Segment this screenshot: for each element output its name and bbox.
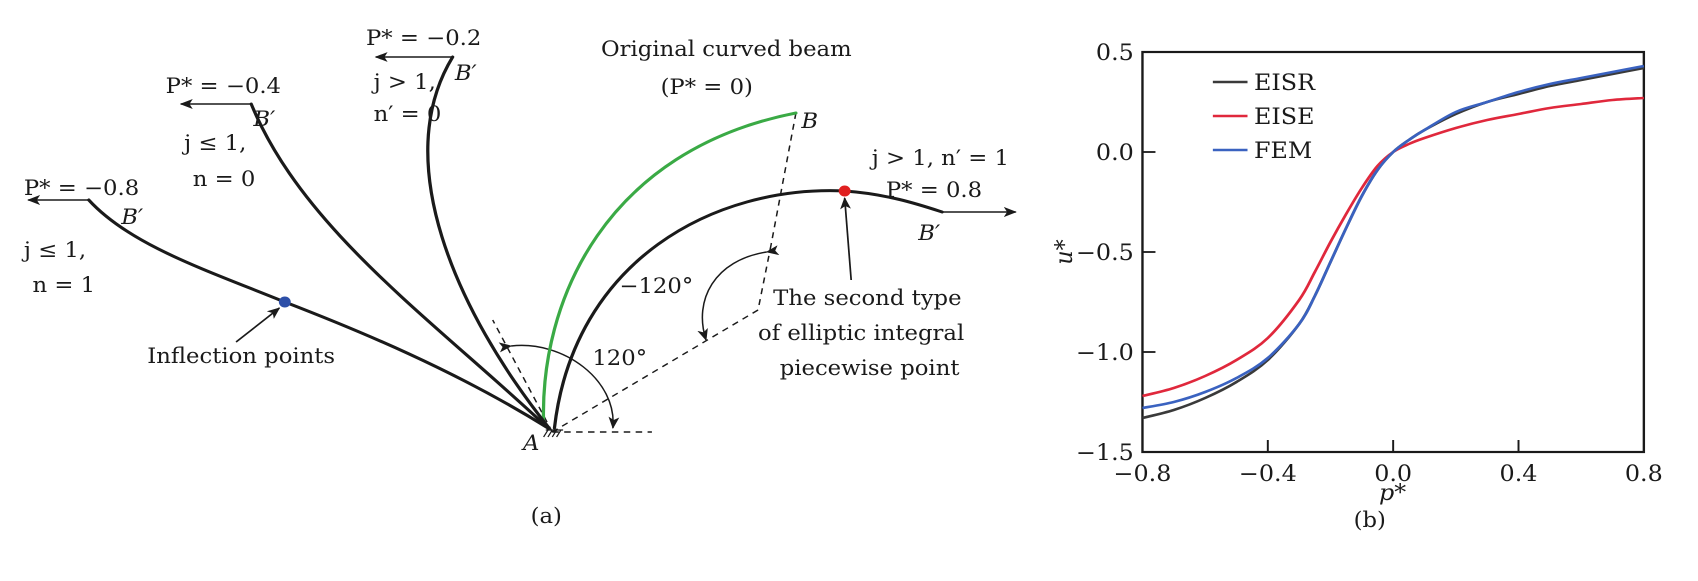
label-inflection: Inflection points bbox=[147, 345, 335, 369]
caption-b: (b) bbox=[1354, 509, 1386, 533]
beam-curve-p-08 bbox=[552, 189, 944, 430]
x-tick-label: 0.0 bbox=[1374, 462, 1412, 487]
panel-a-diagram: P* = −0.2 B′ j > 1, n′ = 0 P* = −0.4 B′ … bbox=[21, 27, 1017, 529]
label-a: A bbox=[521, 432, 540, 456]
y-tick-label: 0.5 bbox=[1096, 41, 1134, 66]
label-cond-m04-2: n = 0 bbox=[193, 168, 256, 192]
x-tick-label: −0.4 bbox=[1239, 462, 1297, 487]
label-bprime-m02: B′ bbox=[454, 62, 477, 86]
label-cond-08: j > 1, n′ = 1 bbox=[869, 147, 1009, 171]
label-bprime-m04: B′ bbox=[252, 108, 275, 132]
chord-dashed-2 bbox=[757, 244, 772, 311]
label-bprime-08: B′ bbox=[917, 222, 940, 246]
label-cond-m08-2: n = 1 bbox=[32, 274, 95, 298]
label-p-m04: P* = −0.4 bbox=[166, 75, 281, 99]
original-beam-curve bbox=[541, 111, 798, 427]
label-p-m02: P* = −0.2 bbox=[366, 27, 481, 51]
panel-b-chart: −0.8 −0.4 0.0 0.4 0.8 0.5 0.0 −0.5 −1.0 −1.5 EISR… bbox=[1051, 41, 1663, 533]
label-p-08: P* = 0.8 bbox=[886, 179, 982, 203]
caption-a: (a) bbox=[531, 505, 562, 529]
tangent-dashed bbox=[492, 319, 553, 433]
angle-arc-neg120 bbox=[697, 245, 780, 341]
label-original-1: Original curved beam bbox=[601, 38, 852, 62]
label-cond-m08-1: j ≤ 1, bbox=[21, 239, 86, 263]
x-tick-label: 0.8 bbox=[1625, 462, 1663, 487]
series-line-eisr bbox=[1142, 66, 1645, 420]
x-axis-label: p* bbox=[1379, 481, 1407, 506]
label-second-type-1: The second type bbox=[773, 287, 961, 311]
y-tick-label: −1.0 bbox=[1076, 341, 1134, 366]
label-original-2: (P* = 0) bbox=[661, 76, 753, 100]
angle-arc-120 bbox=[498, 342, 620, 429]
inflection-point-marker bbox=[278, 296, 291, 308]
label-cond-m02-2: n′ = 0 bbox=[374, 103, 442, 127]
label-p-m08: P* = −0.8 bbox=[24, 177, 139, 201]
legend-label-eise: EISE bbox=[1254, 105, 1315, 130]
x-tick-label: 0.4 bbox=[1500, 462, 1538, 487]
label-cond-m02-1: j > 1, bbox=[370, 71, 435, 95]
y-axis-label: u* bbox=[1051, 239, 1078, 265]
beam-curve-p-m04 bbox=[249, 102, 550, 430]
chord-dashed-1 bbox=[770, 112, 797, 246]
inflection-pointer-arrow bbox=[235, 307, 281, 343]
label-angle-120: 120° bbox=[592, 347, 647, 371]
label-second-type-2: of elliptic integral bbox=[758, 322, 964, 346]
y-tick-label: −1.5 bbox=[1076, 441, 1134, 466]
clamp-support-icon bbox=[543, 429, 564, 438]
label-second-type-3: piecewise point bbox=[780, 357, 960, 381]
label-bprime-m08: B′ bbox=[120, 206, 143, 230]
x-tick-label: −0.8 bbox=[1114, 462, 1172, 487]
piecewise-point-marker bbox=[838, 185, 851, 197]
series-line-fem bbox=[1142, 64, 1645, 410]
legend-label-fem: FEM bbox=[1254, 139, 1312, 164]
beam-curve-p-m02 bbox=[426, 55, 551, 430]
piecewise-pointer-arrow bbox=[840, 197, 853, 281]
construction-lines bbox=[492, 112, 797, 433]
y-tick-label: −0.5 bbox=[1076, 241, 1134, 266]
series-line-eise bbox=[1142, 96, 1644, 398]
label-angle-neg120: −120° bbox=[619, 275, 693, 299]
beam-curve-p-m08 bbox=[87, 198, 550, 430]
y-tick-label: 0.0 bbox=[1096, 141, 1134, 166]
label-b: B bbox=[800, 110, 818, 134]
label-cond-m04-1: j ≤ 1, bbox=[181, 132, 246, 156]
legend-label-eisr: EISR bbox=[1254, 71, 1316, 96]
